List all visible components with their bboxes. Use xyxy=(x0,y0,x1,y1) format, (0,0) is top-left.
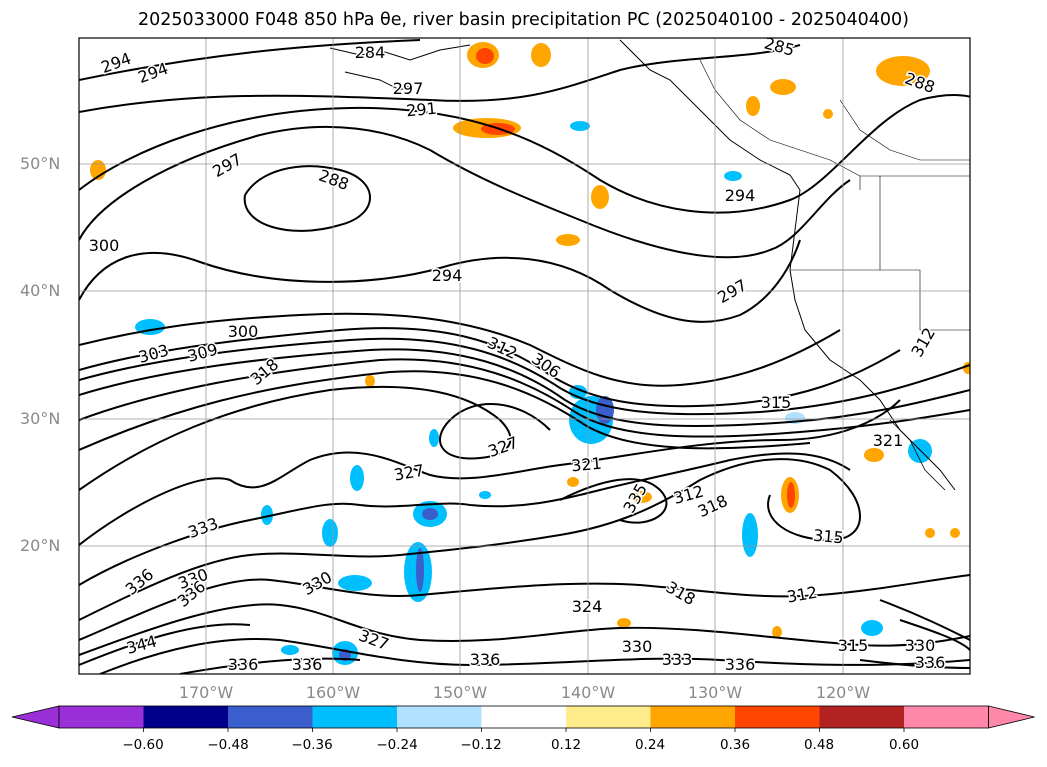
lat-label-30n: 30°N xyxy=(20,409,61,428)
lat-label-40n: 40°N xyxy=(20,281,61,300)
contour-label: 324 xyxy=(572,597,603,616)
contour-label: 321 xyxy=(873,431,904,450)
contour-label: 315 xyxy=(812,526,844,548)
lon-label-160w: 160°W xyxy=(305,683,361,702)
contour-label: 321 xyxy=(570,454,602,476)
colorbar-tick-label: −0.36 xyxy=(291,737,333,753)
contour-label: 315 xyxy=(761,393,792,412)
lat-label-50n: 50°N xyxy=(20,154,61,173)
colorbar-tick-label: −0.60 xyxy=(122,737,164,753)
contour-label: 300 xyxy=(89,236,120,255)
contour-label: 294 xyxy=(432,266,463,285)
colorbar-tick-label: 0.48 xyxy=(803,737,835,753)
contour-label: 294 xyxy=(725,186,756,205)
colorbar-tick-label: 0.36 xyxy=(719,737,751,753)
contour-label: 330 xyxy=(905,636,936,655)
lon-label-120w: 120°W xyxy=(815,683,871,702)
contour-label: 336 xyxy=(915,653,946,672)
lon-label-130w: 130°W xyxy=(687,683,743,702)
map-frame xyxy=(78,37,971,675)
contour-label: 333 xyxy=(662,650,693,669)
contour-label: 297 xyxy=(393,79,424,98)
contour-label: 336 xyxy=(228,655,259,674)
lon-label-140w: 140°W xyxy=(560,683,616,702)
contour-label: 284 xyxy=(355,43,386,62)
contour-label: 336 xyxy=(725,655,756,674)
colorbar-tick-label: 0.24 xyxy=(634,737,666,753)
figure-title: 2025033000 F048 850 hPa θe, river basin … xyxy=(138,10,909,30)
lon-label-170w: 170°W xyxy=(178,683,234,702)
colorbar-tick-label: −0.48 xyxy=(207,737,249,753)
theta-e-contours xyxy=(79,39,970,674)
colorbar-tick-label: −0.24 xyxy=(376,737,418,753)
contour-label: 315 xyxy=(838,636,869,655)
contour-label: 300 xyxy=(228,322,259,341)
lon-label-150w: 150°W xyxy=(432,683,488,702)
contour-label: 330 xyxy=(622,637,653,656)
contour-label: 291 xyxy=(405,99,437,121)
contour-label: 336 xyxy=(470,650,501,669)
colorbar-tick-label: −0.12 xyxy=(460,737,502,753)
precip-shading xyxy=(90,42,970,665)
gridlines xyxy=(79,38,970,674)
contour-label: 336 xyxy=(292,655,323,674)
colorbar-tick-label: 0.60 xyxy=(888,737,920,753)
colorbar-tick-label: 0.12 xyxy=(550,737,582,753)
lat-label-20n: 20°N xyxy=(20,536,61,555)
